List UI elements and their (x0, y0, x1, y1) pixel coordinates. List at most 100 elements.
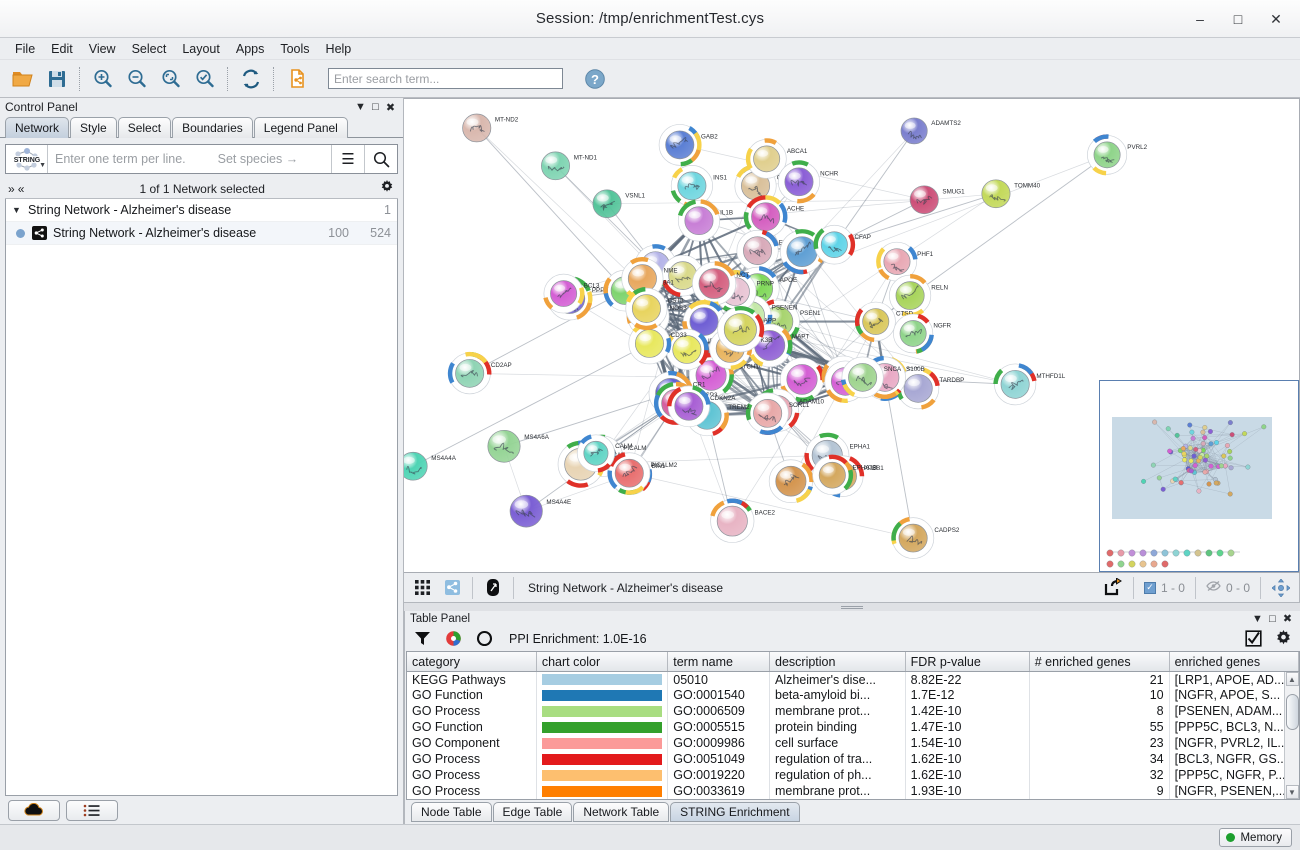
table-vertical-scrollbar[interactable]: ▲ ▼ (1284, 672, 1299, 799)
network-node[interactable]: SORL1 (745, 392, 810, 435)
node-sphere[interactable] (677, 171, 707, 201)
tab-legend-panel[interactable]: Legend Panel (253, 117, 348, 138)
control-panel-float-icon[interactable]: ▼ (355, 101, 366, 113)
refresh-icon[interactable] (234, 64, 267, 94)
network-node[interactable]: TOMM40 (981, 179, 1041, 209)
scroll-down-icon[interactable]: ▼ (1285, 785, 1299, 799)
network-node[interactable]: GAB2 (658, 124, 718, 167)
node-sphere[interactable] (634, 329, 664, 358)
table-row[interactable]: GO Function GO:0001540 beta-amyloid bi... 1… (407, 687, 1299, 704)
network-node[interactable]: NGFR (893, 313, 952, 354)
table-row[interactable]: GO Process GO:0006509 membrane prot... 1.42… (407, 703, 1299, 720)
network-node[interactable]: NCHR (777, 160, 839, 204)
panel-splitter[interactable] (404, 603, 1300, 611)
node-sphere[interactable] (786, 236, 818, 267)
network-node[interactable]: CDKN2A (667, 385, 736, 428)
donut-icon[interactable] (473, 628, 495, 650)
string-query-input[interactable]: Enter one term per line. Set species → (48, 152, 331, 166)
tree-twisty-icon[interactable]: ▼ (12, 205, 21, 215)
menu-help[interactable]: Help (325, 41, 352, 56)
node-sphere[interactable] (862, 308, 890, 335)
pie-chart-icon[interactable] (442, 628, 464, 650)
node-sphere[interactable] (592, 189, 622, 219)
network-node[interactable]: MAPT (747, 323, 810, 368)
close-button[interactable]: ✕ (1270, 10, 1282, 27)
scroll-up-icon[interactable]: ▲ (1285, 672, 1299, 687)
column-header-description[interactable]: description (769, 652, 906, 672)
node-sphere[interactable] (716, 505, 748, 537)
string-search-icon[interactable] (364, 145, 397, 173)
column-header-category[interactable]: category (407, 652, 537, 672)
network-node[interactable]: CALM (576, 434, 633, 473)
menu-tools[interactable]: Tools (280, 41, 310, 56)
node-sphere[interactable] (820, 231, 848, 259)
network-node[interactable]: BCL3 (543, 273, 600, 314)
tab-boundaries[interactable]: Boundaries (172, 117, 253, 138)
node-sphere[interactable] (541, 151, 571, 181)
node-sphere[interactable] (462, 113, 492, 143)
column-header-term-name[interactable]: term name (667, 652, 770, 672)
node-sphere[interactable] (583, 440, 609, 466)
network-nodes[interactable]: MT-ND2MT-ND1VSNL1GAB2INS1IL1BCLUA4CHATAB… (404, 113, 1148, 559)
tab-edge-table[interactable]: Edge Table (492, 802, 573, 822)
export-network-icon[interactable] (280, 64, 313, 94)
network-node[interactable]: MT-ND2 (462, 113, 519, 143)
network-node[interactable]: BACE2 (710, 498, 776, 543)
network-settings-gear-icon[interactable] (380, 180, 398, 197)
network-node[interactable]: CADPS2 (891, 516, 960, 559)
table-row[interactable]: GO Component GO:0009986 cell surface 1.54E-… (407, 735, 1299, 752)
node-sphere[interactable] (981, 179, 1011, 209)
menu-file[interactable]: File (15, 41, 36, 56)
network-tree-root[interactable]: ▼ String Network - Alzheimer's disease 1 (6, 199, 397, 222)
network-node[interactable]: PLAU (682, 300, 742, 343)
node-sphere[interactable] (631, 294, 661, 323)
network-node[interactable]: CTSD (854, 301, 913, 343)
filter-icon[interactable] (411, 628, 433, 650)
network-node[interactable]: ADAMTS2 (900, 117, 961, 145)
node-sphere[interactable] (665, 130, 695, 160)
node-sphere[interactable] (899, 320, 927, 347)
collapse-all-icon[interactable]: » (8, 181, 15, 196)
network-node[interactable]: EPHA1B (812, 454, 878, 496)
node-sphere[interactable] (672, 335, 702, 364)
menu-view[interactable]: View (88, 41, 116, 56)
export-image-icon[interactable] (1099, 576, 1127, 600)
node-sphere[interactable] (818, 461, 846, 489)
tab-select[interactable]: Select (117, 117, 172, 138)
string-options-icon[interactable]: ☰ (331, 145, 364, 173)
set-species-link[interactable]: Set species → (217, 152, 299, 166)
string-logo-icon[interactable]: STRING ▼ (6, 145, 48, 173)
network-node[interactable]: ABCA1 (745, 138, 808, 179)
table-panel-close-icon[interactable]: ✖ (1282, 613, 1293, 626)
network-node[interactable]: MTHFD1L (993, 363, 1066, 406)
node-sphere[interactable] (1093, 141, 1121, 169)
network-node[interactable]: SMUG1 (909, 185, 965, 215)
zoom-in-icon[interactable] (86, 64, 119, 94)
node-sphere[interactable] (614, 458, 644, 488)
minimize-button[interactable]: – (1196, 11, 1204, 27)
network-node[interactable]: CFAP (813, 224, 871, 265)
list-icon[interactable] (66, 799, 118, 821)
zoom-out-icon[interactable] (120, 64, 153, 94)
network-node[interactable]: APBA2 (768, 459, 834, 503)
enrichment-table[interactable]: category chart color term name descripti… (406, 651, 1300, 800)
table-row[interactable]: GO Process GO:0033619 membrane prot... 1.93… (407, 783, 1299, 800)
tab-string-enrichment[interactable]: STRING Enrichment (670, 802, 800, 822)
node-sphere[interactable] (883, 248, 911, 275)
table-panel-maximize-icon[interactable]: □ (1269, 612, 1276, 625)
network-node[interactable]: TARDBP (896, 367, 964, 410)
tab-network-table[interactable]: Network Table (573, 802, 670, 822)
network-node[interactable]: PHF1 (876, 241, 934, 282)
network-canvas[interactable]: MT-ND2MT-ND1VSNL1GAB2INS1IL1BCLUA4CHATAB… (404, 98, 1300, 573)
table-row[interactable]: GO Function GO:0005515 protein binding 1.47… (407, 719, 1299, 736)
search-input[interactable]: Enter search term... (328, 68, 563, 89)
network-node[interactable]: APP (717, 305, 776, 353)
network-node[interactable]: MS4A4E (509, 494, 571, 528)
grid-icon[interactable] (408, 576, 436, 600)
network-node[interactable]: MS4A6A (487, 429, 550, 463)
network-node[interactable]: VSNL1 (592, 189, 646, 219)
node-sphere[interactable] (698, 268, 730, 299)
save-icon[interactable] (40, 64, 73, 94)
network-node[interactable]: SNCA (840, 356, 902, 399)
column-header-enriched-count[interactable]: # enriched genes (1029, 652, 1170, 672)
